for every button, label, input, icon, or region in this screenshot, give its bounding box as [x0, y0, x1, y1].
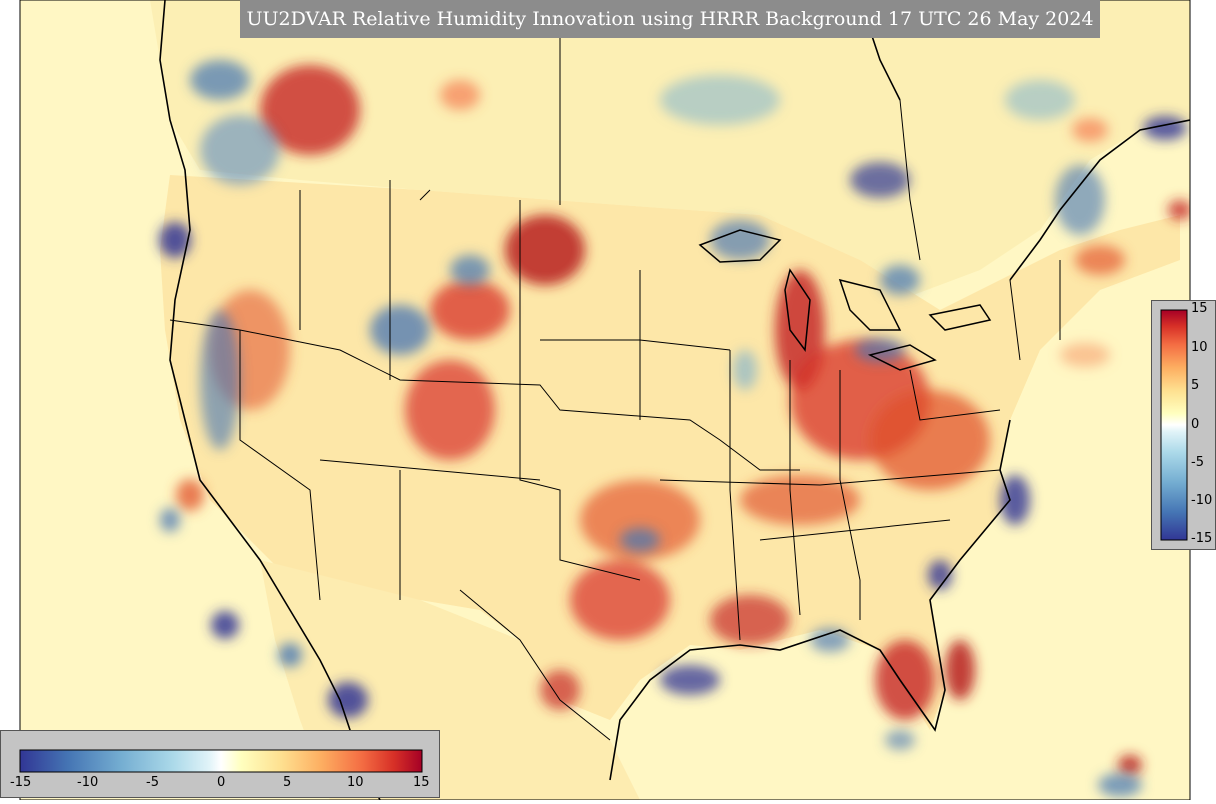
vertical-tick-label: -5	[1191, 455, 1204, 470]
horizontal-tick-label: -10	[77, 775, 99, 790]
horizontal-tick-label: 10	[347, 775, 364, 790]
vertical-tick-label: 15	[1191, 301, 1208, 316]
map-title: UU2DVAR Relative Humidity Innovation usi…	[240, 0, 1100, 38]
horizontal-tick-label: 15	[413, 775, 430, 790]
vertical-tick-label: 10	[1191, 340, 1208, 355]
vertical-tick-label: -15	[1191, 531, 1213, 546]
positive-innovation-areas	[176, 65, 1190, 775]
vertical-tick-label: 5	[1191, 378, 1200, 393]
horizontal-tick-label: 0	[217, 775, 226, 790]
colorbar-vertical: 15 10 5 0 -5 -10 -15	[1151, 300, 1216, 550]
horizontal-tick-label: -15	[10, 775, 32, 790]
coastlines	[159, 0, 1190, 800]
colorbar-horizontal: -15 -10 -5 0 5 10 15	[0, 730, 440, 798]
vertical-tick-label: 0	[1191, 417, 1200, 432]
political-boundaries	[169, 0, 1061, 741]
horizontal-tick-label: 5	[283, 775, 292, 790]
horizontal-tick-label: -5	[146, 775, 159, 790]
colorbar-horizontal-gradient	[19, 749, 423, 773]
canada-land	[150, 0, 1190, 300]
great-lakes	[698, 229, 992, 371]
colorbar-vertical-gradient	[1160, 309, 1188, 541]
negative-innovation-areas	[159, 60, 1187, 797]
vertical-tick-label: -10	[1191, 493, 1213, 508]
